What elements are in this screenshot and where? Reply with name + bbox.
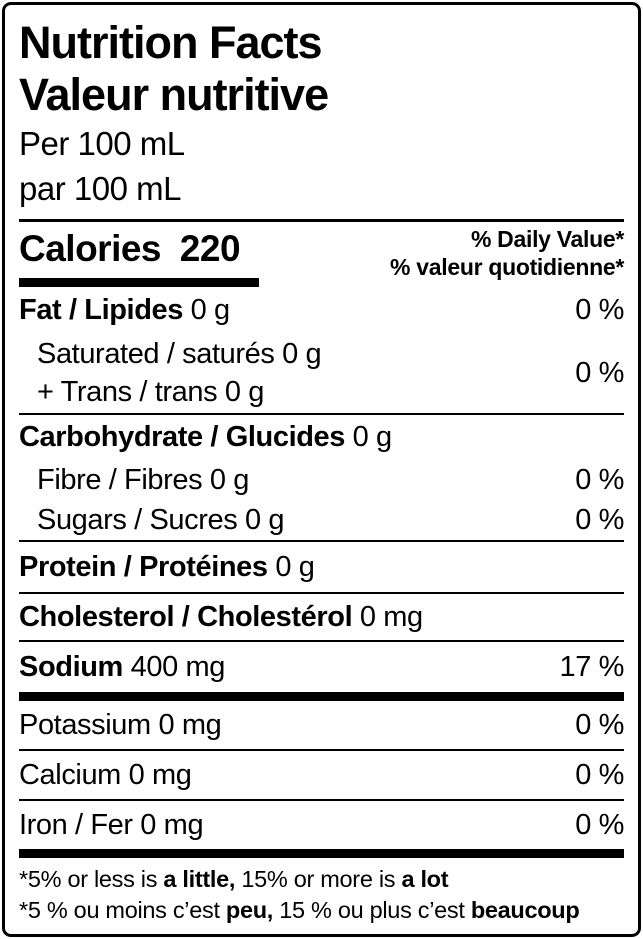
serving-size-french: par 100 mL [19,170,181,207]
footnote-divider-bar [19,849,624,858]
calories-row: Calories 220 % Daily Value* % valeur quo… [19,222,624,281]
iron-daily-value: 0 % [575,808,624,841]
iron-name: Iron / Fer 0 mg [19,808,204,841]
section-divider-bar [19,692,624,701]
sugars-name: Sugars / Sucres 0 g [37,503,285,536]
separator [19,592,624,594]
sugars-daily-value: 0 % [575,503,624,536]
potassium-daily-value: 0 % [575,708,624,741]
daily-value-header-french: % valeur quotidienne* [390,254,624,280]
serving-size-english: Per 100 mL [19,125,185,162]
footnote-english: *5% or less is a little, 15% or more is … [19,866,449,892]
header-rule [19,219,624,222]
fibre-name: Fibre / Fibres 0 g [37,463,249,496]
daily-value-header-english: % Daily Value* [470,226,624,252]
fat-name: Fat / Lipides 0 g [19,293,230,326]
calories-underline-bar [19,278,259,287]
row-protein: Protein / Protéines 0 g [19,542,624,592]
potassium-name: Potassium 0 mg [19,708,222,741]
protein-name: Protein / Protéines 0 g [19,550,315,583]
fat-daily-value: 0 % [575,293,624,326]
sodium-daily-value: 17 % [559,650,625,683]
trans-line: + Trans / trans 0 g [37,376,264,408]
footnote-french: *5 % ou moins c’est peu, 15 % ou plus c’… [19,897,580,923]
row-sugars: Sugars / Sucres 0 g 0 % [19,500,624,540]
title-english: Nutrition Facts [19,17,323,68]
row-iron: Iron / Fer 0 mg 0 % [19,801,624,849]
carbohydrate-name: Carbohydrate / Glucides 0 g [19,421,392,453]
separator [19,799,624,801]
saturated-daily-value: 0 % [575,356,624,389]
saturated-trans-name: Saturated / saturés 0 g + Trans / trans … [19,335,322,411]
row-saturated-trans: Saturated / saturés 0 g + Trans / trans … [19,333,624,413]
calories-value: Calories 220 [19,222,241,276]
row-carbohydrate: Carbohydrate / Glucides 0 g [19,415,624,460]
calories-label: Calories [19,228,162,269]
title-french: Valeur nutritive [19,69,329,120]
separator [19,413,624,415]
row-calcium: Calcium 0 mg 0 % [19,751,624,799]
calories-amount: 220 [179,228,241,269]
sodium-name: Sodium 400 mg [19,650,225,683]
separator [19,749,624,751]
row-potassium: Potassium 0 mg 0 % [19,701,624,749]
separator [19,540,624,542]
saturated-line: Saturated / saturés 0 g [37,338,322,370]
row-sodium: Sodium 400 mg 17 % [19,642,624,692]
calcium-daily-value: 0 % [575,758,624,791]
row-fibre: Fibre / Fibres 0 g 0 % [19,460,624,500]
daily-value-header: % Daily Value* % valeur quotidienne* [390,222,624,281]
calcium-name: Calcium 0 mg [19,758,192,791]
fibre-daily-value: 0 % [575,463,624,496]
row-cholesterol: Cholesterol / Cholestérol 0 mg [19,594,624,640]
cholesterol-name: Cholesterol / Cholestérol 0 mg [19,600,423,633]
separator [19,640,624,642]
row-fat: Fat / Lipides 0 g 0 % [19,287,624,333]
